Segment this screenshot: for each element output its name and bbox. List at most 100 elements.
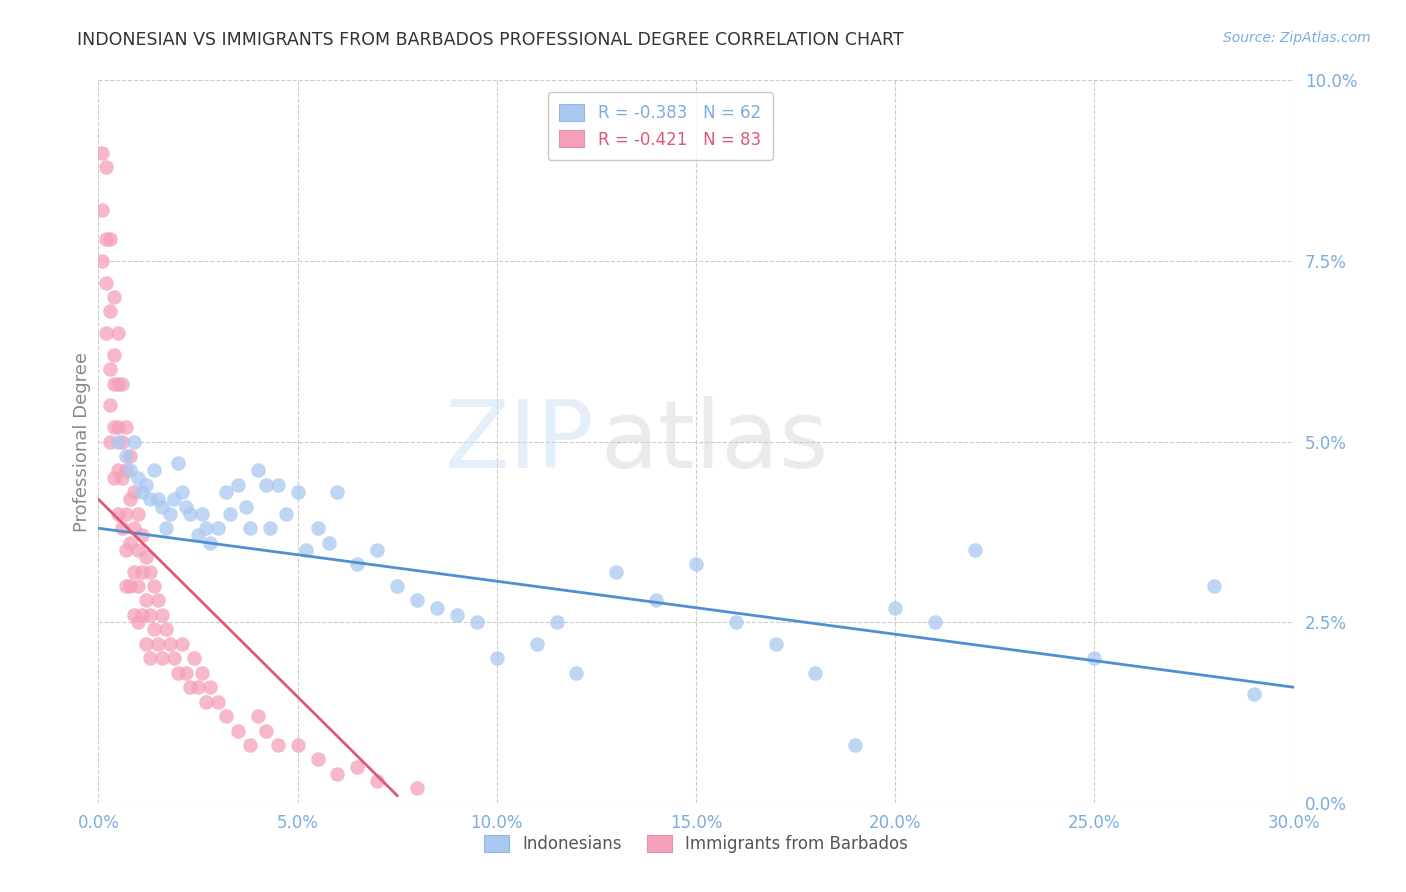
Point	[267, 738, 290, 752]
Point	[98, 304, 122, 318]
Point	[346, 558, 368, 572]
Point	[120, 463, 142, 477]
Point	[127, 507, 149, 521]
Point	[124, 565, 146, 579]
Point	[267, 478, 290, 492]
Point	[163, 492, 186, 507]
Point	[226, 723, 249, 738]
Point	[155, 623, 177, 637]
Point	[174, 665, 197, 680]
Point	[546, 615, 568, 630]
Point	[107, 507, 129, 521]
Point	[127, 471, 149, 485]
Point	[111, 376, 134, 391]
Point	[406, 593, 429, 607]
Point	[924, 615, 946, 630]
Point	[103, 348, 125, 362]
Point	[139, 607, 162, 622]
Point	[254, 478, 277, 492]
Point	[98, 232, 122, 246]
Point	[120, 449, 142, 463]
Point	[884, 600, 907, 615]
Point	[131, 485, 153, 500]
Point	[254, 723, 277, 738]
Point	[426, 600, 449, 615]
Point	[107, 434, 129, 449]
Point	[307, 521, 329, 535]
Point	[219, 507, 242, 521]
Point	[150, 607, 173, 622]
Point	[195, 521, 218, 535]
Point	[172, 637, 194, 651]
Point	[115, 463, 138, 477]
Point	[115, 420, 138, 434]
Point	[111, 471, 134, 485]
Point	[294, 542, 316, 557]
Point	[127, 615, 149, 630]
Point	[124, 434, 146, 449]
Point	[259, 521, 281, 535]
Point	[326, 485, 349, 500]
Point	[143, 579, 166, 593]
Point	[804, 665, 827, 680]
Point	[1083, 651, 1105, 665]
Point	[246, 709, 269, 723]
Point	[565, 665, 588, 680]
Point	[98, 398, 122, 412]
Point	[135, 478, 157, 492]
Point	[167, 665, 190, 680]
Point	[191, 507, 214, 521]
Point	[605, 565, 627, 579]
Point	[115, 449, 138, 463]
Point	[107, 420, 129, 434]
Point	[187, 528, 209, 542]
Point	[198, 535, 221, 549]
Point	[96, 160, 118, 174]
Point	[150, 500, 173, 514]
Point	[195, 695, 218, 709]
Point	[143, 463, 166, 477]
Point	[685, 558, 707, 572]
Point	[366, 542, 388, 557]
Point	[159, 507, 181, 521]
Point	[98, 362, 122, 376]
Point	[155, 521, 177, 535]
Point	[115, 542, 138, 557]
Point	[326, 767, 349, 781]
Text: Source: ZipAtlas.com: Source: ZipAtlas.com	[1223, 31, 1371, 45]
Point	[318, 535, 340, 549]
Point	[120, 492, 142, 507]
Point	[446, 607, 468, 622]
Point	[645, 593, 668, 607]
Point	[96, 276, 118, 290]
Text: ZIP: ZIP	[444, 395, 595, 488]
Text: INDONESIAN VS IMMIGRANTS FROM BARBADOS PROFESSIONAL DEGREE CORRELATION CHART: INDONESIAN VS IMMIGRANTS FROM BARBADOS P…	[77, 31, 904, 49]
Point	[115, 507, 138, 521]
Point	[465, 615, 488, 630]
Point	[139, 651, 162, 665]
Point	[124, 485, 146, 500]
Point	[111, 434, 134, 449]
Point	[131, 528, 153, 542]
Point	[115, 579, 138, 593]
Point	[98, 434, 122, 449]
Point	[127, 542, 149, 557]
Point	[96, 326, 118, 340]
Point	[131, 607, 153, 622]
Text: atlas: atlas	[600, 395, 828, 488]
Point	[187, 680, 209, 694]
Point	[148, 492, 170, 507]
Point	[385, 579, 409, 593]
Point	[174, 500, 197, 514]
Point	[183, 651, 205, 665]
Point	[124, 607, 146, 622]
Point	[239, 521, 262, 535]
Point	[207, 521, 229, 535]
Point	[844, 738, 866, 752]
Point	[124, 521, 146, 535]
Point	[963, 542, 986, 557]
Point	[143, 623, 166, 637]
Point	[207, 695, 229, 709]
Point	[226, 478, 249, 492]
Point	[239, 738, 262, 752]
